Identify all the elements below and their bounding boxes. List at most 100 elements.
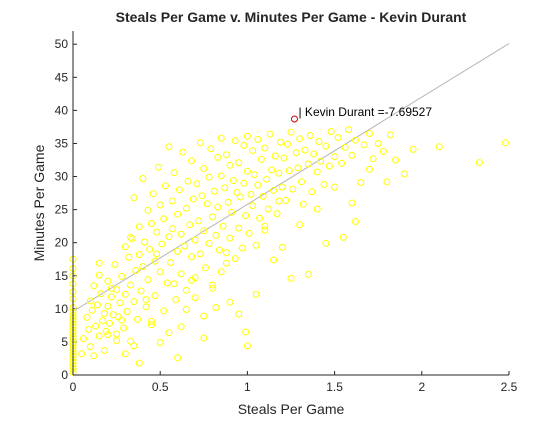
highlight-point <box>290 115 298 123</box>
y-axis-label: Minutes Per Game <box>31 144 47 261</box>
data-point <box>111 261 119 268</box>
y-tick-label: 0 <box>61 368 68 382</box>
data-point <box>250 171 258 179</box>
data-point <box>299 200 307 208</box>
data-point <box>383 178 391 186</box>
data-point <box>172 296 180 304</box>
data-points <box>69 126 509 376</box>
data-point <box>273 210 281 218</box>
data-point <box>289 185 297 193</box>
data-point <box>392 156 400 164</box>
data-point <box>287 274 295 282</box>
data-point <box>106 319 114 327</box>
data-point <box>168 197 176 205</box>
data-point <box>175 186 183 194</box>
data-point <box>78 350 86 358</box>
data-point <box>107 284 115 292</box>
data-point <box>202 264 209 272</box>
data-point <box>235 224 243 232</box>
data-point <box>334 134 342 141</box>
data-point <box>118 316 126 324</box>
data-point <box>182 286 190 294</box>
y-tick-label: 30 <box>55 170 69 184</box>
data-point <box>80 335 87 343</box>
y-tick-label: 45 <box>55 70 69 84</box>
data-point <box>214 203 222 211</box>
data-point <box>242 212 250 220</box>
data-point <box>238 244 246 252</box>
data-point <box>170 280 178 288</box>
data-point <box>352 136 359 144</box>
data-point <box>174 247 182 255</box>
data-point <box>135 359 143 367</box>
x-tick-label: 1.5 <box>326 380 343 394</box>
data-point <box>221 184 229 192</box>
data-point <box>322 142 330 150</box>
data-point <box>205 239 213 247</box>
data-point <box>184 177 192 185</box>
data-point <box>104 331 112 339</box>
data-point <box>345 126 353 134</box>
data-point <box>229 177 237 184</box>
data-point <box>191 294 199 302</box>
data-point <box>226 298 234 306</box>
data-point <box>86 343 94 351</box>
data-point <box>127 281 135 289</box>
data-point <box>135 223 143 231</box>
data-point <box>128 235 136 243</box>
data-point <box>313 205 321 213</box>
data-point <box>85 325 93 333</box>
data-point <box>142 303 150 311</box>
data-point <box>233 188 241 196</box>
data-point <box>270 186 278 194</box>
data-point <box>292 149 300 157</box>
data-point <box>127 337 135 345</box>
data-point <box>182 204 190 212</box>
data-point <box>200 312 208 320</box>
data-point <box>308 188 316 196</box>
data-point <box>99 317 107 325</box>
data-point <box>170 169 178 177</box>
data-point <box>379 147 387 155</box>
data-point <box>121 290 129 298</box>
data-point <box>97 290 105 298</box>
data-point <box>259 192 267 200</box>
data-point <box>205 173 213 181</box>
data-point <box>182 306 190 313</box>
data-point <box>325 162 333 170</box>
data-point <box>189 195 197 203</box>
data-point <box>217 134 225 142</box>
chart-title: Steals Per Game v. Minutes Per Game - Ke… <box>116 9 467 25</box>
data-point <box>217 268 225 276</box>
data-point <box>275 197 283 205</box>
x-axis-label: Steals Per Game <box>238 401 345 417</box>
data-point <box>231 255 239 263</box>
data-point <box>100 310 108 317</box>
data-point <box>141 238 148 246</box>
data-point <box>209 213 216 221</box>
data-point <box>223 249 230 257</box>
data-point <box>121 243 129 251</box>
data-point <box>271 152 279 160</box>
data-point <box>181 242 189 250</box>
data-point <box>158 240 166 248</box>
data-point <box>148 321 155 329</box>
data-point <box>130 194 138 202</box>
data-point <box>156 339 164 347</box>
plot-area <box>73 31 509 375</box>
data-point <box>386 131 394 139</box>
data-point <box>235 159 243 167</box>
data-point <box>186 221 194 229</box>
data-point <box>151 292 159 300</box>
data-point <box>348 151 356 159</box>
data-point <box>223 259 230 267</box>
data-point <box>313 168 321 176</box>
data-point <box>177 270 185 278</box>
data-point <box>144 276 152 284</box>
data-point <box>243 132 251 140</box>
data-point <box>277 138 284 146</box>
data-point <box>90 282 98 290</box>
data-point <box>167 259 175 266</box>
data-point <box>102 327 110 335</box>
